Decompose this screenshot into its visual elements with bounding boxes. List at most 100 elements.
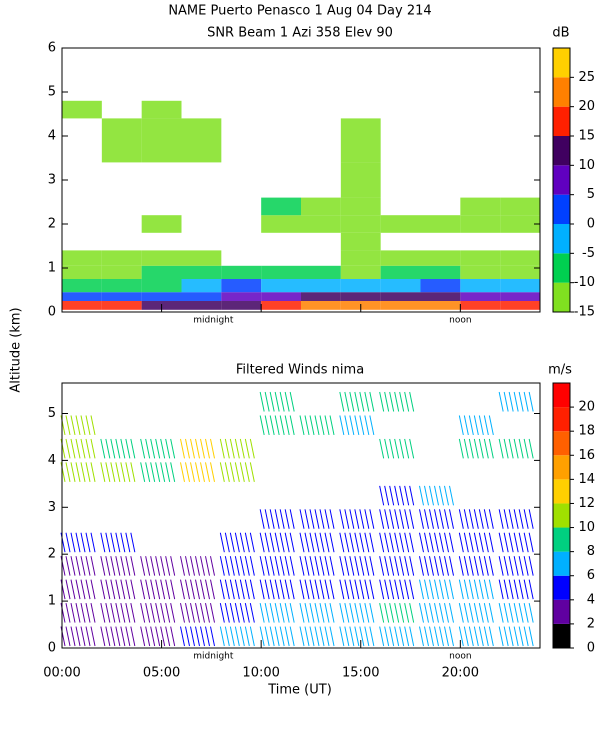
heat-cell	[340, 250, 381, 266]
x-tick-label: 15:00	[342, 666, 379, 681]
wind-barbs	[458, 415, 494, 436]
colorbar-swatch	[553, 136, 570, 166]
wind-barbs	[498, 391, 534, 412]
wind-barbs	[259, 391, 295, 412]
heat-cell	[181, 265, 222, 279]
y-tick-label: 5	[48, 406, 56, 421]
wind-barbs	[458, 602, 494, 623]
x-tick-label: 00:00	[43, 666, 80, 681]
wind-barbs	[379, 438, 415, 459]
colorbar-tick-label: 10	[578, 520, 595, 535]
heat-cell	[340, 265, 381, 279]
wind-barbs	[498, 579, 534, 600]
y-axis-label: Altitude (km)	[9, 307, 24, 392]
colorbar-swatch	[553, 431, 570, 456]
heat-cell	[340, 292, 381, 301]
wind-barbs	[180, 556, 215, 576]
heat-cell	[101, 250, 142, 266]
wind-barbs	[419, 556, 454, 576]
heat-cell	[420, 279, 461, 293]
heat-cell	[460, 250, 501, 266]
heat-cell	[301, 197, 341, 216]
plot-frame	[61, 382, 541, 649]
heat-cell	[261, 265, 301, 279]
wind-barbs	[299, 579, 335, 600]
colorbar-tick-label: -5	[582, 246, 595, 261]
heat-cell	[460, 215, 501, 233]
heat-cell	[340, 118, 381, 163]
colorbar-tick-label: 18	[578, 424, 595, 439]
wind-barbs	[140, 438, 176, 459]
y-tick-label: 1	[48, 261, 56, 276]
heat-cell	[181, 279, 222, 293]
heat-cell	[141, 215, 182, 233]
heat-cell	[141, 265, 182, 279]
wind-barbs	[419, 626, 454, 647]
wind-barbs	[299, 532, 335, 553]
heat-cell	[500, 292, 540, 301]
wind-barbs	[259, 509, 295, 529]
heat-cell	[340, 197, 381, 216]
colorbar-tick-label: -10	[574, 275, 595, 290]
colorbar-tick-label: 16	[578, 448, 595, 463]
wind-barbs	[100, 532, 136, 553]
heat-cell	[340, 279, 381, 293]
wind-barbs	[339, 626, 375, 647]
colorbar-swatch	[553, 282, 570, 312]
heat-cell	[460, 292, 501, 301]
colorbar-swatch	[553, 575, 570, 600]
heat-cell	[500, 197, 540, 216]
colorbar-tick-label: 8	[587, 544, 595, 559]
wind-barbs	[219, 462, 255, 482]
wind-barbs	[299, 626, 335, 647]
colorbar-swatch	[553, 623, 570, 648]
heat-cell	[101, 265, 142, 279]
wind-barbs	[379, 556, 415, 576]
wind-barbs	[140, 556, 176, 576]
wind-barbs	[180, 579, 215, 600]
heat-cell	[340, 162, 381, 198]
heat-cell	[500, 279, 540, 293]
heat-cell	[500, 265, 540, 279]
wind-barbs	[339, 532, 375, 553]
colorbar-tick-label: 15	[578, 129, 595, 144]
heat-cell	[380, 215, 421, 233]
heat-cell	[380, 301, 421, 310]
heat-cell	[141, 292, 182, 301]
wind-barbs	[379, 626, 415, 647]
colorbar-tick-label: 4	[587, 592, 595, 607]
wind-barbs	[339, 556, 375, 576]
heat-cell	[420, 215, 461, 233]
heat-cell	[62, 301, 102, 310]
wind-barbs	[299, 415, 335, 436]
colorbar-tick-label: 20	[578, 99, 595, 114]
heat-cell	[101, 118, 142, 163]
panel-title: Filtered Winds nima	[236, 363, 364, 378]
heat-cell	[301, 265, 341, 279]
wind-barbs	[140, 602, 176, 623]
wind-barbs	[219, 626, 255, 647]
heat-cell	[500, 250, 540, 266]
heat-cell	[420, 301, 461, 310]
colorbar-label: dB	[552, 26, 569, 41]
wind-barbs	[498, 626, 534, 647]
wind-barbs	[100, 626, 136, 647]
wind-barbs	[379, 579, 415, 600]
wind-barbs	[458, 532, 494, 553]
heat-cell	[380, 279, 421, 293]
y-tick-label: 0	[48, 305, 56, 320]
wind-barbs	[219, 579, 255, 600]
heat-cell	[62, 265, 102, 279]
y-tick-label: 2	[48, 217, 56, 232]
colorbar-tick-label: 10	[578, 158, 595, 173]
wind-barbs	[60, 415, 96, 436]
annotation: midnight	[193, 316, 234, 326]
wind-barbs	[299, 556, 335, 576]
y-tick-label: 4	[48, 453, 56, 468]
heat-cell	[101, 292, 142, 301]
colorbar-tick-label: 25	[578, 70, 595, 85]
wind-barbs	[100, 462, 136, 482]
wind-barbs	[219, 556, 255, 576]
wind-barbs	[379, 532, 415, 553]
